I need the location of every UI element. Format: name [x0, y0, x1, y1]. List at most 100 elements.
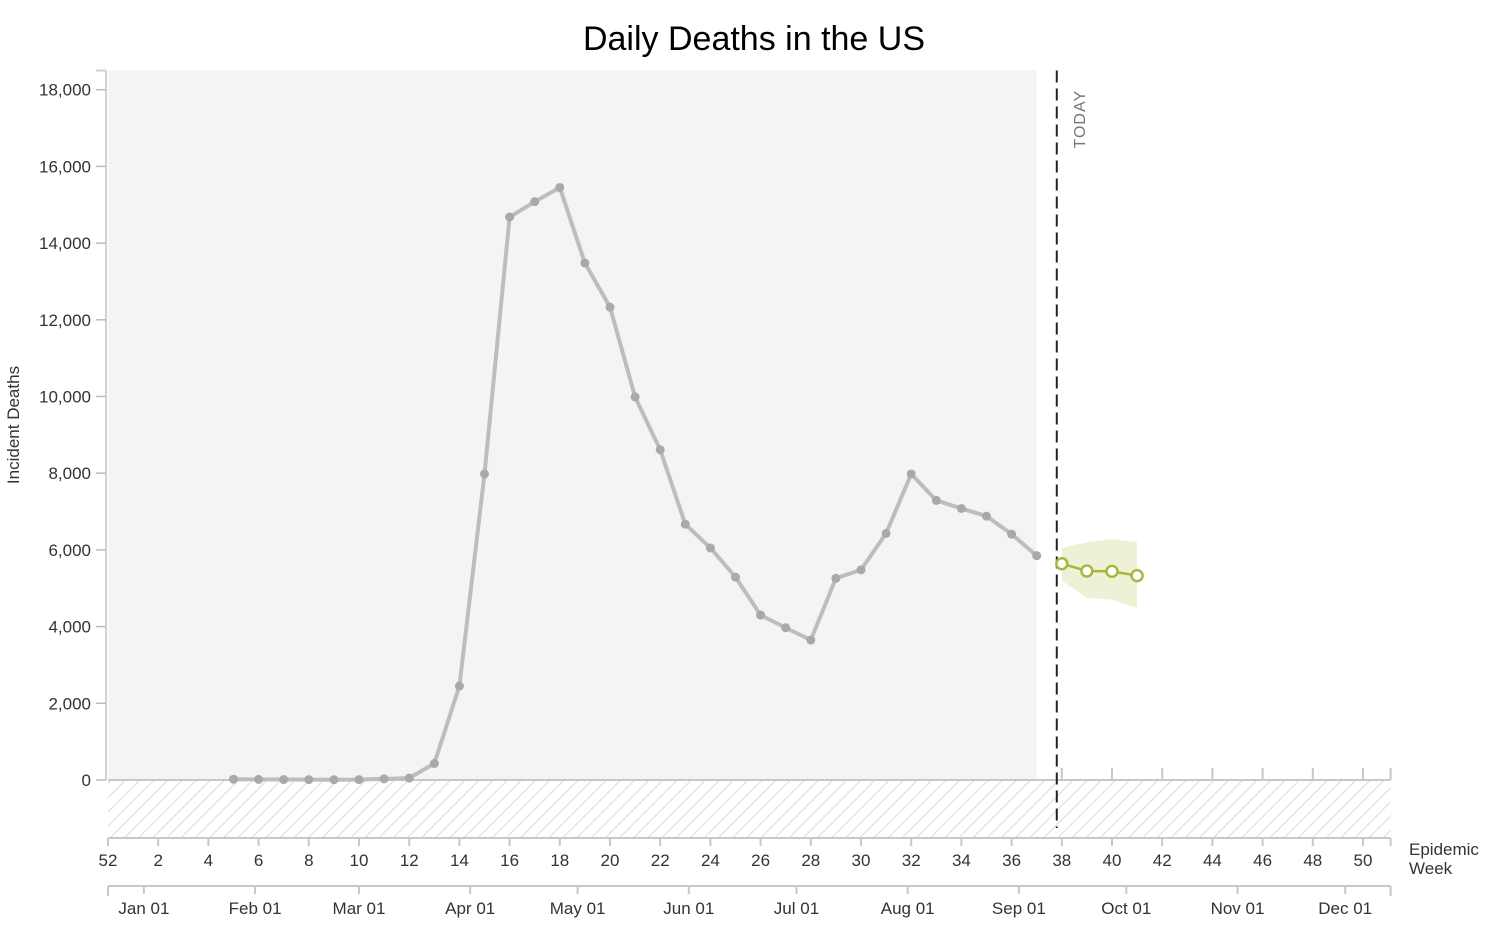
- observed-point: [831, 573, 841, 583]
- observed-point: [881, 528, 891, 538]
- forecast-point: [1055, 556, 1069, 571]
- observed-point: [931, 495, 941, 505]
- observed-point: [279, 775, 289, 785]
- observed-point: [856, 565, 866, 575]
- observed-point: [605, 302, 615, 312]
- week-tick-label: 4: [204, 851, 213, 870]
- month-tick-label: Jul 01: [774, 899, 819, 918]
- observed-point: [655, 445, 665, 455]
- forecast-line: [1061, 562, 1138, 577]
- observed-point: [982, 511, 991, 521]
- month-tick-label: Sep 01: [992, 899, 1046, 918]
- y-tick-label: 0: [82, 771, 91, 790]
- week-tick-label: 14: [450, 851, 469, 870]
- week-tick-label: 42: [1153, 851, 1172, 870]
- month-tick-label: May 01: [550, 899, 606, 918]
- observed-point: [254, 774, 264, 784]
- below-zero-hatch-region: [108, 780, 1391, 838]
- observed-point: [906, 469, 916, 479]
- today-marker: TODAY: [1055, 70, 1089, 828]
- observed-region-background: [108, 70, 1037, 780]
- observed-point: [229, 774, 238, 784]
- chart-title: Daily Deaths in the US: [583, 20, 925, 58]
- month-tick-label: Dec 01: [1318, 899, 1372, 918]
- week-tick-label: 2: [153, 851, 162, 870]
- y-tick-label: 12,000: [39, 311, 91, 330]
- observed-point: [756, 610, 766, 620]
- week-tick-label: 30: [852, 851, 871, 870]
- y-tick-label: 2,000: [48, 694, 91, 713]
- week-tick-label: 34: [952, 851, 971, 870]
- observed-point: [354, 775, 364, 785]
- week-tick-label: 22: [651, 851, 670, 870]
- observed-point: [731, 572, 740, 582]
- week-tick-label: 10: [350, 851, 369, 870]
- forecast-point: [1130, 568, 1144, 583]
- y-tick-label: 4,000: [48, 618, 91, 637]
- forecast-interval-band: [1061, 539, 1138, 609]
- observed-point: [1007, 529, 1017, 539]
- week-axis-label-line: Epidemic: [1409, 840, 1479, 859]
- week-tick-label: 8: [304, 851, 313, 870]
- y-tick-label: 16,000: [39, 157, 91, 176]
- y-axis: 0 2,000 4,000 6,000 8,000 10,000 12,000 14,000 1…: [39, 69, 107, 790]
- week-tick-label: 44: [1203, 851, 1222, 870]
- week-tick-label: 40: [1103, 851, 1122, 870]
- y-tick-label: 18,000: [39, 81, 91, 100]
- week-tick-label: 20: [601, 851, 620, 870]
- y-tick-label: 8,000: [48, 464, 91, 483]
- observed-point: [530, 197, 540, 207]
- week-tick-label: 36: [1002, 851, 1021, 870]
- month-tick-label: Aug 01: [881, 899, 935, 918]
- week-axis-label-line: Week: [1409, 859, 1453, 878]
- observed-series: [229, 182, 1042, 785]
- forecast-point: [1080, 564, 1094, 578]
- observed-point: [454, 681, 464, 691]
- week-tick-label: 46: [1253, 851, 1272, 870]
- y-tick-label: 6,000: [48, 541, 91, 560]
- week-tick-label: 26: [751, 851, 770, 870]
- observed-point: [1032, 551, 1042, 561]
- month-tick-label: Oct 01: [1101, 899, 1151, 918]
- week-tick-label: 28: [801, 851, 820, 870]
- observed-point: [580, 258, 590, 268]
- month-tick-label: Apr 01: [445, 899, 495, 918]
- forecast-series: [1055, 556, 1144, 583]
- observed-point: [806, 635, 816, 645]
- week-tick-label: 32: [902, 851, 921, 870]
- observed-point: [505, 212, 515, 222]
- observed-point: [956, 503, 966, 513]
- y-tick-label: 10,000: [39, 388, 91, 407]
- month-tick-label: Jan 01: [118, 899, 169, 918]
- week-tick-label: 48: [1303, 851, 1322, 870]
- observed-point: [781, 623, 791, 633]
- week-tick-label: 16: [500, 851, 519, 870]
- week-tick-label: 24: [701, 851, 720, 870]
- week-axis: 52 2 4 6 8 10 12 14 16 18 20 22 24 26 28 30 32 34 36 38 40 42…: [99, 837, 1392, 870]
- month-tick-label: Feb 01: [229, 899, 282, 918]
- month-axis: Jan 01 Feb 01 Mar 01 Apr 01 May 01 Jun 01 Jul …: [107, 885, 1392, 918]
- month-tick-label: Jun 01: [663, 899, 714, 918]
- week-tick-label: 50: [1354, 851, 1373, 870]
- week-tick-label: 52: [99, 851, 118, 870]
- observed-point: [705, 543, 715, 553]
- observed-point: [379, 774, 389, 784]
- today-label: TODAY: [1072, 90, 1089, 149]
- observed-point: [630, 392, 640, 402]
- observed-point: [480, 469, 489, 479]
- week-tick-label: 18: [550, 851, 569, 870]
- y-tick-label: 14,000: [39, 234, 91, 253]
- forecast-interval: [1061, 539, 1138, 609]
- week-tick-label: 38: [1052, 851, 1071, 870]
- observed-point: [404, 773, 414, 783]
- week-tick-label: 6: [254, 851, 263, 870]
- observed-point: [429, 759, 439, 769]
- forecast-point: [1105, 564, 1119, 579]
- y-axis-label: Incident Deaths: [4, 366, 23, 484]
- week-axis-label: Epidemic Week: [1409, 840, 1479, 878]
- month-tick-label: Nov 01: [1211, 899, 1265, 918]
- observed-point: [555, 182, 565, 192]
- week-tick-label: 12: [400, 851, 419, 870]
- observed-point: [304, 775, 314, 785]
